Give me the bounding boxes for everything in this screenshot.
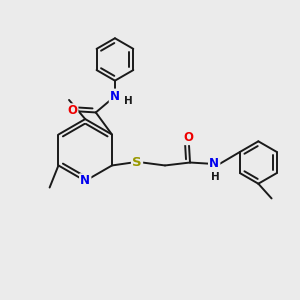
Text: O: O <box>184 131 194 144</box>
Text: N: N <box>80 174 90 188</box>
Text: N: N <box>209 158 219 170</box>
Text: N: N <box>110 90 120 103</box>
Text: H: H <box>124 96 133 106</box>
Text: O: O <box>67 104 77 118</box>
Text: H: H <box>211 172 220 182</box>
Text: S: S <box>132 156 142 169</box>
